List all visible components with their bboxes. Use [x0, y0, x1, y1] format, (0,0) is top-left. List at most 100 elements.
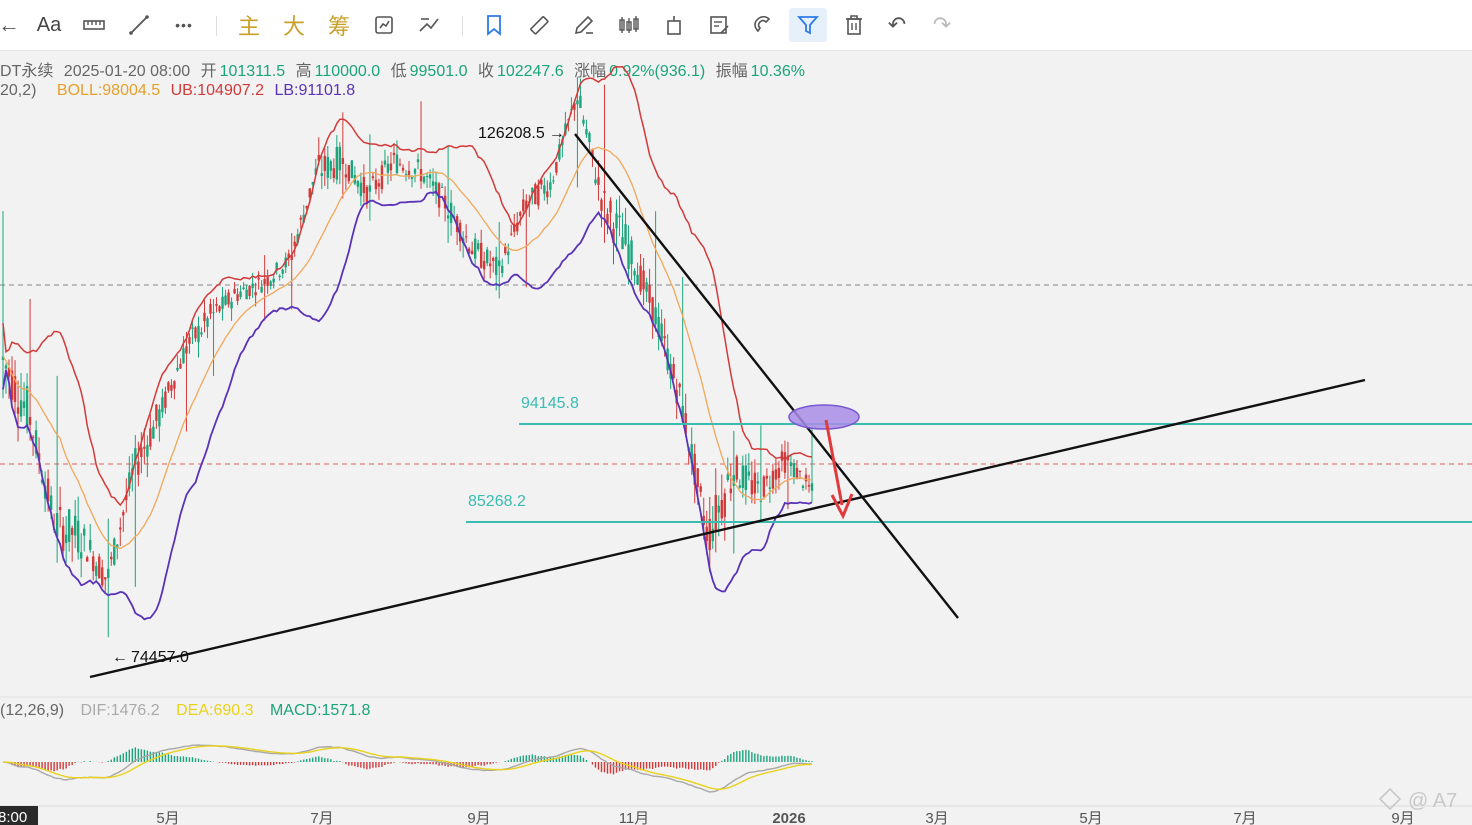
more-icon[interactable]: •••	[175, 17, 193, 33]
chips-button[interactable]: 筹	[327, 14, 350, 39]
candle-body	[125, 494, 128, 501]
candle-body	[40, 479, 44, 483]
candle-body	[218, 306, 221, 312]
candle-body	[747, 471, 751, 476]
main-indicator-button[interactable]: 主	[237, 14, 260, 39]
candle-body	[681, 405, 684, 422]
macd-histogram	[5, 747, 813, 775]
candle-body	[332, 168, 336, 178]
candle-body	[573, 103, 576, 110]
candle-body	[645, 282, 648, 292]
candle-body	[194, 327, 197, 339]
replay-icon[interactable]	[365, 8, 403, 42]
candle-body	[410, 176, 414, 179]
level-label-upper: 94145.8	[521, 395, 579, 412]
candle-body	[137, 461, 140, 475]
candle-body	[224, 295, 227, 305]
candle-body	[49, 495, 53, 510]
boll-info-line: 20,2) BOLL:98004.5 UB:104907.2 LB:91101.…	[0, 82, 361, 100]
candle-body	[19, 400, 23, 417]
candle-body	[185, 346, 188, 354]
low-label: 低	[390, 63, 407, 80]
descending-trendline[interactable]	[574, 133, 959, 619]
candle-body	[804, 474, 808, 482]
candle-body	[356, 181, 360, 187]
red-down-arrow[interactable]	[824, 419, 844, 506]
candle-body	[146, 445, 149, 457]
text-tool-button[interactable]: Aa	[36, 13, 62, 36]
candle-body	[558, 144, 561, 160]
candle-body	[161, 397, 164, 413]
candle-body	[792, 463, 796, 478]
candle-body	[389, 163, 393, 171]
candle-body	[732, 475, 736, 486]
copy-icon[interactable]	[655, 8, 693, 42]
high-value: 110000.0	[314, 63, 381, 80]
trash-icon[interactable]	[835, 8, 873, 42]
candle-body	[248, 285, 251, 296]
candle-body	[323, 155, 326, 171]
candlestick-series	[1, 77, 814, 638]
back-arrow-icon[interactable]: ←	[0, 12, 20, 37]
candle-body	[67, 509, 71, 542]
candle-body	[173, 381, 176, 389]
candle-body	[398, 163, 402, 165]
compare-icon[interactable]	[410, 8, 448, 42]
candle-body	[534, 184, 537, 205]
candle-body	[489, 263, 492, 267]
candle-body	[696, 468, 699, 488]
note-icon[interactable]	[700, 8, 738, 42]
ascending-trendline[interactable]	[89, 378, 1366, 679]
candle-body	[368, 185, 372, 192]
candle-body	[227, 292, 230, 305]
candle-body	[801, 485, 805, 488]
toolbar-divider	[216, 16, 217, 36]
candle-body	[395, 154, 399, 174]
dif-line	[2, 744, 812, 793]
candle-body	[470, 250, 474, 255]
candle-body	[206, 318, 209, 327]
toolbar-divider	[462, 16, 463, 36]
candle-body	[504, 246, 507, 254]
candle-body	[236, 294, 239, 302]
amplitude-label: 振幅	[715, 63, 748, 80]
candle-body	[434, 182, 438, 194]
candle-body	[546, 191, 549, 198]
candles-icon[interactable]	[610, 8, 648, 42]
candle-body	[513, 223, 516, 232]
amplitude-value: 10.36%	[750, 63, 805, 80]
candle-body	[335, 147, 339, 180]
measure-icon[interactable]	[520, 8, 558, 42]
time-cursor-box	[0, 806, 38, 825]
candle-body	[549, 182, 552, 190]
candle-body	[401, 167, 405, 171]
x-tick-label: 11月	[619, 810, 650, 825]
magnet-icon[interactable]	[745, 8, 783, 42]
drawing-toolbar: ← Aa ••• 主 大 筹 ↶ ↷	[0, 0, 1472, 51]
candle-body	[380, 165, 384, 190]
candle-body	[305, 205, 308, 209]
candle-body	[152, 426, 155, 439]
line-draw-icon[interactable]	[120, 8, 158, 42]
candle-body	[13, 376, 17, 402]
candle-body	[188, 337, 191, 344]
candle-body	[134, 448, 137, 465]
candle-body	[540, 179, 543, 185]
candle-body	[371, 176, 375, 179]
pencil-icon[interactable]	[565, 8, 603, 42]
ruler-icon[interactable]	[75, 8, 113, 42]
redo-icon[interactable]: ↷	[932, 12, 952, 37]
candle-body	[212, 312, 215, 314]
candle-body	[10, 370, 14, 400]
candle-body	[501, 265, 504, 274]
bookmark-icon[interactable]	[475, 8, 513, 42]
candle-body	[116, 544, 119, 549]
candle-body	[636, 274, 639, 285]
candle-body	[158, 409, 161, 427]
highlight-ellipse[interactable]	[788, 404, 860, 430]
filter-icon[interactable]	[789, 8, 827, 42]
candle-body	[594, 179, 597, 184]
big-button[interactable]: 大	[282, 14, 305, 39]
undo-icon[interactable]: ↶	[887, 12, 907, 37]
